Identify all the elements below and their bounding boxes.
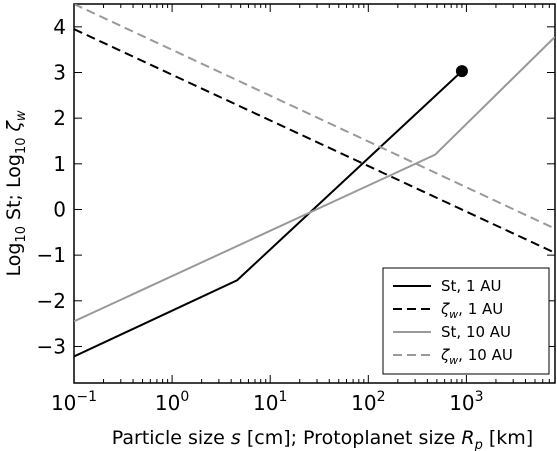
series-line-3 [74, 4, 555, 230]
legend-entry-1: ζw, 1 AU [440, 300, 503, 321]
x-tick-label: 102 [351, 389, 385, 415]
x-tick-label: 101 [253, 389, 287, 415]
y-tick-label: −2 [37, 289, 66, 313]
y-tick-label: 1 [53, 152, 66, 176]
y-tick-label: −3 [37, 334, 66, 358]
legend-entry-3: ζw, 10 AU [440, 346, 513, 367]
legend-entry-2: St, 10 AU [441, 323, 511, 341]
y-tick-label: 4 [53, 15, 66, 39]
x-tick-label: 103 [449, 389, 483, 415]
x-tick-label: 10−1 [51, 389, 97, 415]
series-layer [74, 4, 555, 358]
y-axis-label: Log10 St; Log10 ζw [3, 110, 29, 276]
plot-frame [73, 3, 556, 384]
series-line-1 [74, 28, 555, 254]
y-tick-label: 0 [53, 197, 66, 221]
series-end-marker-0 [455, 65, 468, 78]
series-line-2 [74, 36, 555, 323]
axes [73, 3, 556, 384]
y-tick-label: 3 [53, 60, 66, 84]
y-tick-label: 2 [53, 106, 66, 130]
x-axis-label: Particle size s [cm]; Protoplanet size R… [112, 427, 533, 451]
x-tick-label: 100 [155, 389, 189, 415]
legend-entry-0: St, 1 AU [441, 277, 502, 295]
legend: St, 1 AU ζw, 1 AU St, 10 AU ζw, 10 AU [382, 267, 550, 375]
y-tick-label: −1 [37, 243, 66, 267]
series-line-0 [74, 70, 463, 358]
